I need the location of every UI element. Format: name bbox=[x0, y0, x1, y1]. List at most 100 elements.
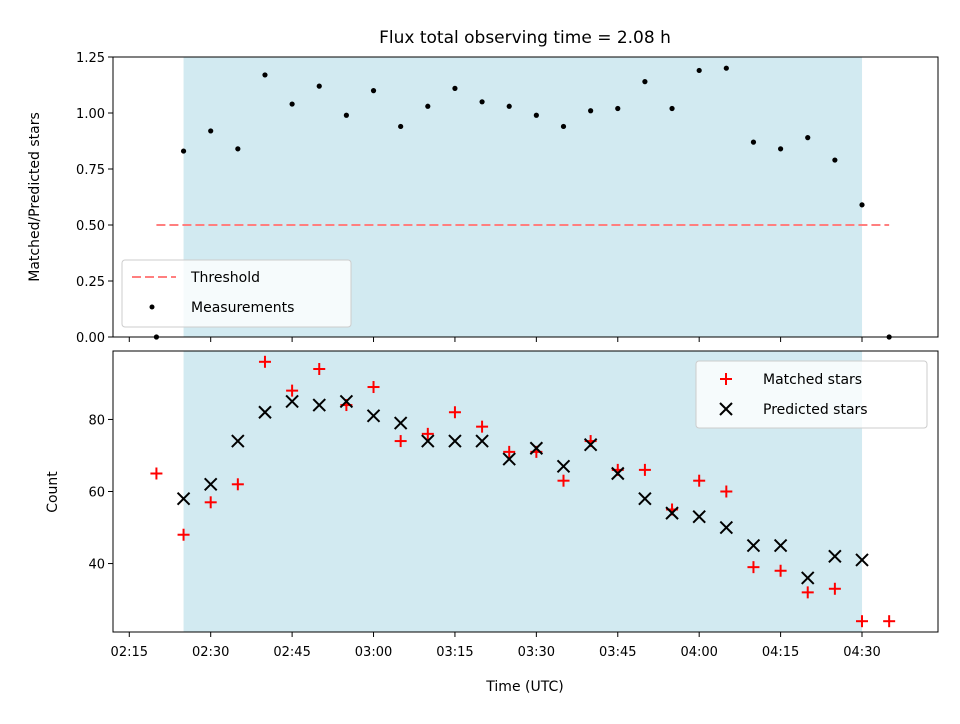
measurement-point bbox=[262, 72, 268, 78]
matched-star-marker bbox=[557, 474, 570, 487]
matched-star-marker bbox=[313, 363, 326, 376]
bottom-x-tick-label: 04:15 bbox=[762, 645, 799, 660]
matched-star-marker bbox=[503, 445, 516, 458]
bottom-y-axis-label: Count bbox=[45, 471, 61, 513]
x-axis-label: Time (UTC) bbox=[485, 679, 563, 695]
bottom-panel: 40 60 80 02:15 02:30 02:45 03:00 03:15 03:30 03:… bbox=[45, 350, 939, 695]
predicted-star-marker bbox=[421, 434, 435, 448]
bottom-x-tick-label: 02:45 bbox=[273, 645, 310, 660]
matched-star-marker bbox=[177, 528, 190, 541]
measurement-point bbox=[452, 85, 458, 91]
top-legend: Threshold Measurements bbox=[121, 259, 352, 328]
predicted-star-marker bbox=[801, 571, 815, 585]
predicted-star-marker bbox=[339, 394, 354, 409]
measurement-point bbox=[235, 146, 241, 152]
measurement-point bbox=[370, 88, 377, 94]
predicted-star-marker bbox=[665, 506, 679, 520]
top-panel: 0.00 0.25 0.50 0.75 1.00 1.25 Flux total obse… bbox=[27, 28, 939, 346]
matched-star-marker bbox=[367, 381, 380, 394]
measurement-point bbox=[615, 105, 621, 112]
measurement-point bbox=[425, 103, 431, 109]
top-y-ticks: 0.00 0.25 0.50 0.75 1.00 1.25 bbox=[76, 51, 113, 346]
bottom-x-tick-label: 04:30 bbox=[843, 645, 880, 660]
legend-measurements-label: Measurements bbox=[191, 300, 294, 316]
bottom-legend-box bbox=[695, 360, 928, 429]
measurement-point bbox=[479, 99, 485, 105]
bottom-y-tick-label: 40 bbox=[88, 558, 105, 573]
predicted-star-marker bbox=[828, 549, 842, 564]
measurement-point bbox=[696, 67, 702, 74]
measurement-point bbox=[642, 79, 648, 85]
top-y-tick-label: 0.00 bbox=[76, 331, 105, 346]
measurement-point bbox=[533, 112, 539, 118]
measurement-point bbox=[398, 123, 404, 130]
measurement-point bbox=[723, 65, 729, 71]
top-panel-frame bbox=[112, 56, 939, 338]
predicted-star-marker bbox=[393, 416, 408, 430]
bottom-x-tick-label: 04:00 bbox=[680, 645, 717, 660]
top-y-tick-label: 1.25 bbox=[76, 51, 105, 66]
legend-predicted-swatch bbox=[719, 402, 733, 416]
measurement-point bbox=[750, 139, 757, 145]
measurement-point bbox=[289, 101, 295, 107]
matched-star-marker bbox=[150, 467, 163, 480]
bottom-y-ticks: 40 60 80 bbox=[88, 413, 113, 573]
top-y-tick-label: 0.50 bbox=[76, 219, 105, 234]
predicted-star-marker bbox=[529, 441, 544, 455]
matched-star-marker bbox=[828, 582, 841, 595]
matched-star-marker bbox=[638, 463, 651, 476]
legend-measurements-swatch bbox=[149, 304, 155, 310]
predicted-star-marker bbox=[176, 491, 191, 506]
bottom-x-tick-label: 02:30 bbox=[192, 645, 229, 660]
bottom-y-tick-label: 60 bbox=[88, 486, 105, 501]
predicted-star-marker bbox=[855, 553, 869, 567]
top-y-tick-label: 0.25 bbox=[76, 275, 105, 290]
measurement-point bbox=[316, 83, 322, 89]
measurement-point bbox=[669, 105, 675, 112]
top-legend-box bbox=[121, 259, 352, 328]
bottom-panel-frame bbox=[112, 350, 939, 633]
bottom-x-ticks: 02:15 02:30 02:45 03:00 03:15 03:30 03:45 04:00… bbox=[111, 632, 881, 660]
chart-title: Flux total observing time = 2.08 h bbox=[379, 28, 671, 48]
measurement-point bbox=[560, 123, 567, 130]
top-x-ticks bbox=[128, 337, 863, 342]
predicted-star-marker bbox=[746, 538, 761, 553]
measurement-point bbox=[180, 148, 187, 154]
top-y-tick-label: 0.75 bbox=[76, 163, 105, 178]
predicted-star-marker bbox=[638, 491, 652, 506]
bottom-x-tick-label: 03:15 bbox=[436, 645, 473, 660]
matched-star-marker bbox=[720, 485, 733, 498]
matched-star-marker bbox=[856, 615, 869, 628]
matched-star-marker bbox=[204, 496, 217, 509]
predicted-star-marker bbox=[773, 538, 788, 553]
legend-matched-swatch bbox=[720, 373, 732, 385]
measurement-point bbox=[832, 157, 838, 163]
predicted-star-marker bbox=[583, 437, 598, 452]
measurement-point bbox=[506, 103, 512, 109]
predicted-star-marker bbox=[719, 520, 734, 535]
matched-star-marker bbox=[476, 420, 489, 433]
measurement-point bbox=[343, 112, 349, 118]
predicted-star-marker bbox=[502, 452, 516, 466]
predicted-star-marker bbox=[448, 434, 462, 448]
matched-star-marker bbox=[231, 478, 244, 491]
bottom-y-tick-label: 80 bbox=[88, 413, 105, 428]
predicted-star-marker bbox=[203, 477, 218, 492]
top-y-axis-label: Matched/Predicted stars bbox=[27, 112, 43, 282]
bottom-x-tick-label: 02:15 bbox=[111, 645, 148, 660]
matched-star-marker bbox=[747, 561, 760, 574]
matched-star-markers bbox=[150, 355, 896, 628]
predicted-star-marker bbox=[285, 394, 299, 409]
bottom-legend: Matched stars Predicted stars bbox=[695, 360, 928, 429]
matched-star-marker bbox=[693, 474, 706, 487]
predicted-star-marker bbox=[366, 409, 381, 423]
matched-star-marker bbox=[421, 427, 434, 440]
predicted-star-markers bbox=[176, 394, 869, 585]
matched-star-marker bbox=[448, 406, 461, 419]
matched-star-marker bbox=[774, 564, 787, 577]
matched-star-marker bbox=[394, 435, 407, 448]
predicted-star-marker bbox=[258, 405, 272, 419]
measurement-point bbox=[588, 108, 594, 114]
bottom-x-tick-label: 03:30 bbox=[518, 645, 555, 660]
